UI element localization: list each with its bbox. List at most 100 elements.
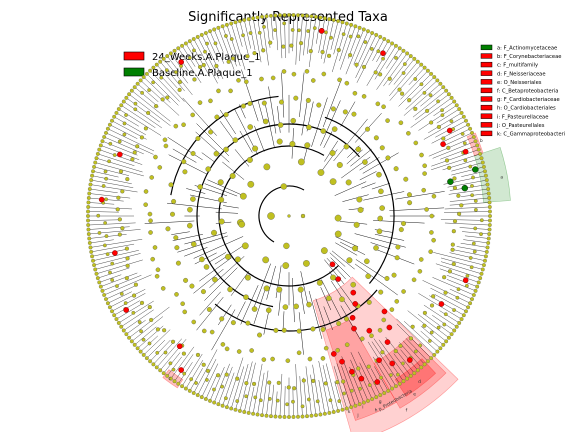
taxon-node (108, 141, 113, 146)
taxon-node (228, 88, 233, 94)
leaf-node (344, 406, 349, 411)
leaf-line (119, 300, 154, 323)
taxon-node (373, 245, 379, 251)
leaf-node (357, 25, 362, 30)
taxon-node (398, 120, 404, 126)
taxon-node (306, 301, 312, 308)
leaf-node (158, 368, 163, 373)
leaf-line (164, 59, 193, 96)
taxon-node (174, 292, 179, 297)
taxa-legend-swatch-a (480, 44, 493, 51)
leaf-line (279, 16, 283, 59)
leaf-line (418, 105, 457, 131)
leaf-line (322, 365, 334, 412)
leaf-line (428, 113, 461, 133)
biomarker-node-24-weeks (438, 301, 445, 307)
leaf-line (129, 306, 170, 338)
branch-line (184, 232, 227, 245)
leaf-line (110, 125, 138, 139)
leaf-node (264, 14, 269, 19)
leaf-line (420, 87, 443, 107)
leaf-node (86, 214, 90, 218)
taxa-legend-label-j: j: O_Pasteurellales (496, 123, 545, 129)
leaf-line (318, 360, 330, 412)
taxa-legend-swatch-e (480, 79, 493, 85)
taxon-node (125, 256, 130, 261)
taxon-node (203, 264, 210, 270)
leaf-node (336, 19, 341, 24)
taxon-node (378, 188, 384, 195)
leaf-node (161, 371, 166, 376)
leaf-node (158, 59, 163, 64)
leaf-node (432, 75, 437, 80)
biomarker-node-24-weeks (178, 367, 184, 373)
taxon-node (195, 136, 201, 141)
taxon-node (170, 211, 175, 217)
branch-line (373, 248, 415, 265)
taxon-node (267, 380, 272, 385)
leaf-line (97, 259, 143, 274)
taxon-node (248, 31, 253, 35)
leaf-line (96, 162, 144, 177)
branch-line (292, 277, 295, 323)
leaf-node (366, 29, 370, 34)
taxon-node (336, 321, 342, 327)
taxon-node (251, 381, 257, 386)
taxon-node (214, 63, 219, 69)
taxa-legend: a: F_Actinomycetaceae b: F_Corynebacteria… (480, 44, 565, 138)
leaf-node (378, 34, 383, 39)
branch-line (266, 265, 276, 300)
taxon-node (328, 398, 333, 403)
leaf-line (89, 206, 133, 210)
leaf-node (475, 143, 480, 148)
taxon-node (245, 54, 250, 59)
leaf-node (92, 164, 97, 169)
taxon-node (379, 375, 383, 380)
leaf-line (153, 68, 185, 102)
clade-letter-d: d (418, 379, 421, 385)
taxon-node (212, 276, 218, 283)
leaf-line (330, 22, 339, 50)
taxon-node (173, 235, 179, 241)
taxon-node (406, 131, 411, 136)
taxon-node (168, 182, 174, 188)
leaf-node (138, 349, 143, 354)
leaf-node (93, 160, 98, 165)
leaf-line (164, 352, 181, 373)
taxon-node (473, 226, 478, 231)
leaf-line (147, 74, 179, 106)
leaf-line (95, 166, 129, 176)
leaf-node (220, 24, 225, 29)
taxon-node (163, 350, 168, 355)
taxon-node (376, 49, 381, 54)
taxon-node (151, 80, 156, 85)
leaf-line (442, 129, 470, 143)
leaf-line (93, 175, 132, 184)
leaf-node (361, 27, 366, 32)
taxon-node (348, 34, 353, 39)
leaf-line (90, 239, 114, 244)
leaf-line (432, 277, 473, 295)
taxon-node (364, 258, 370, 265)
taxon-node (236, 349, 242, 354)
taxon-node (103, 221, 108, 225)
leaf-line (112, 293, 146, 311)
leaf-node (425, 359, 430, 364)
leaf-node (278, 13, 282, 18)
taxon-node (298, 41, 304, 46)
taxon-node (245, 320, 251, 326)
leaf-node (97, 147, 102, 152)
taxon-node (204, 378, 209, 382)
leaf-line (135, 326, 157, 345)
biomarker-node-24-weeks (389, 360, 396, 367)
leaf-line (138, 84, 159, 102)
taxon-node (280, 183, 287, 190)
taxon-node (118, 169, 124, 174)
taxon-node (470, 184, 474, 188)
taxon-node (187, 206, 193, 213)
branch-line (323, 306, 333, 331)
taxon-node (300, 213, 306, 219)
leaf-node (483, 173, 488, 178)
clade-letter-f: f (406, 407, 408, 413)
leaf-line (441, 133, 472, 147)
